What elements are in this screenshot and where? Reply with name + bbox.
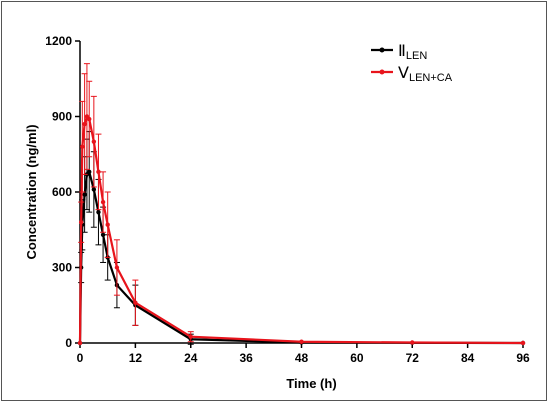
series-1 (77, 63, 526, 346)
data-point (100, 232, 106, 237)
y-tick-label: 0 (65, 336, 72, 350)
data-point (520, 340, 526, 346)
legend-label-sub: LEN (406, 50, 427, 62)
legend-label: ⅤLEN+CA (398, 65, 453, 84)
y-tick-label: 600 (52, 185, 72, 199)
data-point (80, 144, 85, 149)
data-point (410, 340, 415, 345)
series-line (78, 169, 524, 345)
x-axis-title: Time (h) (286, 376, 336, 391)
data-point (82, 192, 87, 197)
y-axis-title: Concentration (ng/ml) (24, 124, 39, 259)
plot-area (77, 63, 526, 346)
x-tick-label: 48 (295, 351, 309, 365)
data-point (87, 169, 92, 175)
x-tick-label: 72 (406, 351, 420, 365)
data-point (87, 116, 92, 122)
data-point (105, 222, 110, 227)
legend-label-sub: LEN+CA (409, 72, 453, 84)
legend-label-main: Ⅱ (398, 43, 406, 60)
x-tick-label: 96 (516, 351, 530, 365)
legend: ⅡLEN ⅤLEN+CA (371, 43, 453, 84)
data-point (100, 199, 106, 205)
x-tick-label: 84 (461, 351, 475, 365)
legend-swatch-marker (379, 69, 385, 75)
series-line (78, 114, 524, 345)
x-tick-label: 36 (239, 351, 253, 365)
data-point (96, 169, 101, 175)
data-point (299, 339, 304, 344)
data-point (96, 209, 101, 215)
data-point (91, 187, 97, 192)
y-tick-label: 1200 (45, 34, 72, 48)
legend-label-main: Ⅴ (398, 65, 409, 82)
x-tick-label: 12 (129, 351, 143, 365)
data-point (77, 340, 83, 346)
legend-label: ⅡLEN (398, 43, 427, 62)
data-point (114, 265, 120, 270)
y-tick-label: 900 (52, 110, 72, 124)
y-tick-label: 300 (52, 261, 72, 275)
x-tick-label: 60 (350, 351, 364, 365)
data-point (188, 334, 193, 339)
data-point (82, 121, 87, 127)
x-tick-label: 0 (77, 351, 84, 365)
series-0 (77, 131, 526, 346)
axes: 0 300 600 900 1200 0 12 24 36 48 60 72 84 96 (45, 34, 530, 365)
data-point (78, 220, 84, 225)
legend-swatch-marker (379, 47, 385, 53)
x-tick-label: 24 (184, 351, 198, 365)
data-point (91, 139, 97, 144)
data-point (133, 300, 138, 305)
